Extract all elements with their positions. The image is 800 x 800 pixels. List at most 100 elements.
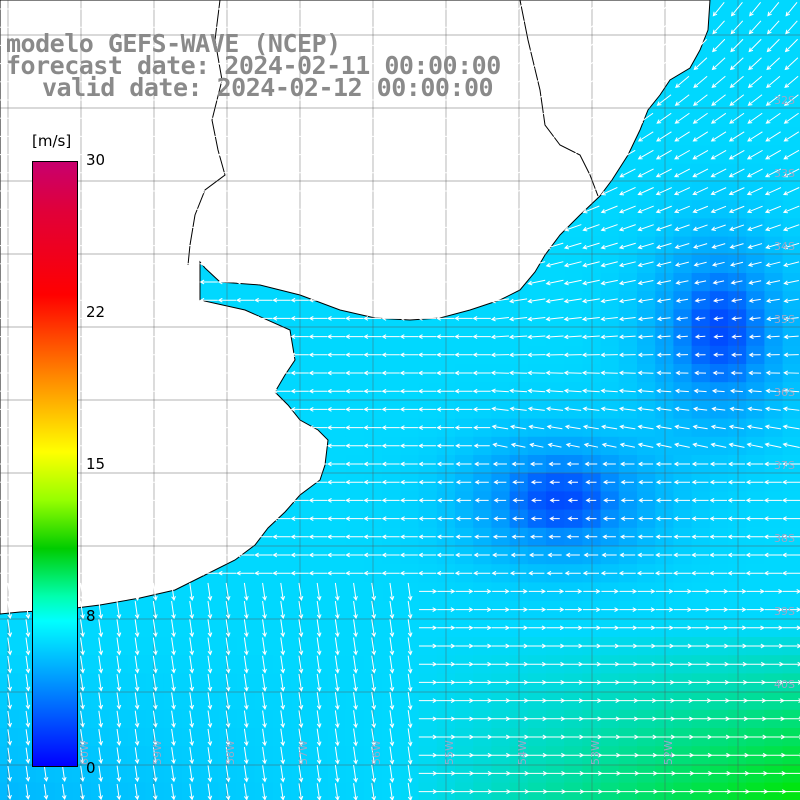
wind-arrow [783, 280, 799, 286]
wind-cell [655, 218, 674, 238]
wind-arrow [673, 461, 690, 467]
wind-arrow [290, 334, 309, 339]
wind-arrow [783, 149, 800, 160]
wind-arrow [582, 261, 600, 268]
wind-arrow [134, 637, 140, 656]
wind-arrow [381, 115, 400, 121]
wind-arrow [152, 619, 158, 638]
wind-arrow [600, 643, 620, 649]
wind-arrow [618, 224, 636, 232]
wind-arrow [272, 443, 291, 449]
wind-arrow [363, 297, 382, 303]
wind-arrow [290, 370, 309, 376]
wind-arrow [782, 498, 800, 503]
wind-arrow [217, 516, 236, 521]
wind-arrow [527, 406, 545, 412]
wind-arrow [656, 334, 671, 340]
wind-cell [709, 200, 729, 219]
wind-arrow [782, 205, 800, 214]
wind-arrow [144, 498, 164, 503]
wind-arrow [144, 370, 164, 376]
wind-arrow [418, 789, 438, 794]
wind-arrow [389, 746, 395, 765]
wind-arrow [381, 570, 400, 576]
wind-arrow [584, 75, 599, 89]
wind-arrow [371, 728, 377, 747]
wind-arrow [134, 619, 140, 638]
wind-arrow [620, 94, 635, 106]
wind-arrow [181, 61, 200, 66]
wind-arrow [381, 425, 400, 430]
wind-arrow [280, 619, 286, 638]
land-mask [0, 0, 711, 615]
wind-arrow [217, 498, 236, 503]
wind-arrow [601, 94, 617, 106]
wind-arrow [0, 516, 18, 521]
wind-arrow [345, 498, 364, 503]
wind-arrow [692, 168, 709, 178]
wind-arrow [217, 443, 236, 449]
wind-arrow [472, 225, 491, 230]
wind-arrow [345, 24, 364, 30]
wind-arrow [509, 680, 529, 685]
wind-arrow [199, 534, 218, 540]
wind-arrow [217, 407, 236, 412]
wind-arrow [567, 498, 578, 503]
wind-arrow [72, 134, 91, 139]
wind-arrow [363, 479, 382, 485]
wind-arrow [747, 243, 763, 249]
wind-arrow [601, 442, 617, 448]
wind-arrow [90, 570, 109, 576]
wind-arrow [235, 534, 255, 540]
wind-arrow [345, 425, 364, 430]
wind-arrow [108, 461, 127, 467]
wind-arrow [308, 79, 327, 85]
wind-arrow [727, 461, 745, 467]
wind-arrow [389, 601, 395, 620]
wind-arrow [454, 388, 473, 394]
wind-arrow [80, 692, 85, 710]
wind-arrow [417, 152, 437, 157]
wind-arrow [345, 43, 364, 48]
wind-arrow [272, 316, 291, 321]
wind-arrow [638, 112, 654, 124]
wind-arrow [126, 225, 145, 230]
wind-arrow [511, 461, 525, 467]
wind-arrow [171, 674, 176, 692]
wind-arrow [181, 516, 200, 521]
wind-arrow [473, 570, 491, 576]
wind-arrow [454, 43, 473, 48]
wind-arrow [418, 461, 436, 467]
wind-arrow [492, 534, 507, 540]
wind-arrow [655, 242, 672, 250]
wind-arrow [691, 516, 709, 521]
wind-arrow [272, 24, 291, 30]
wind-arrow [712, 280, 725, 285]
wind-arrow [637, 352, 654, 358]
wind-arrow [72, 79, 91, 85]
wind-arrow [272, 570, 291, 576]
wind-arrow [655, 534, 672, 540]
wind-arrow [582, 643, 602, 649]
wind-arrow [199, 206, 218, 212]
lon-label: 55W [443, 740, 456, 765]
wind-arrow [308, 425, 327, 430]
wind-arrow [673, 625, 693, 631]
wind-cell [764, 109, 784, 128]
wind-arrow [163, 570, 182, 576]
wind-arrow [767, 2, 780, 17]
wind-arrow [399, 443, 418, 449]
wind-cell [728, 91, 747, 110]
wind-arrow [407, 637, 413, 656]
wind-arrow [565, 131, 581, 142]
wind-arrow [691, 534, 709, 540]
wind-cell [746, 163, 765, 183]
wind-arrow [290, 243, 309, 248]
wind-arrow [528, 149, 545, 160]
wind-arrow [345, 79, 364, 85]
wind-arrow [389, 655, 395, 674]
wind-arrow [764, 205, 782, 214]
wind-arrow [163, 461, 182, 467]
wind-arrow [108, 206, 127, 212]
wind-arrow [235, 570, 255, 576]
